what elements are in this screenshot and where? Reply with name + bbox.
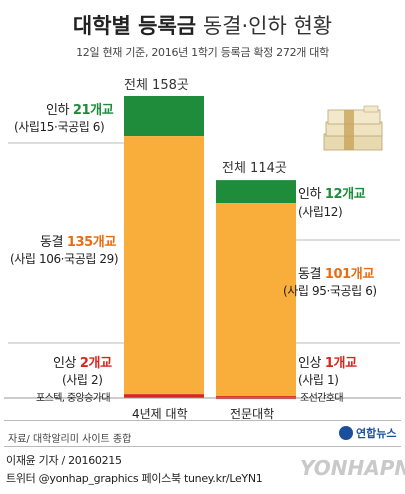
yonhap-logo: 연합뉴스 (339, 426, 396, 440)
college-raise-names: 조선간호대 (300, 393, 344, 404)
univ-raise-value: 2개교 (79, 356, 112, 371)
college-inha-sub: (사립12) (298, 205, 343, 219)
social-links: 트위터 @yonhap_graphics 페이스북 tuney.kr/LeYN1 (6, 472, 263, 485)
college-freeze-value: 101개교 (324, 267, 374, 282)
college-freeze-sub: (사립 95·국공립 6) (283, 284, 377, 298)
univ-raise-pre: 인상 (53, 356, 77, 371)
college-raise-label: 인상 1개교 (298, 352, 357, 371)
watermark: YONHAPNEWS (300, 456, 405, 480)
college-category-label: 전문대학 (230, 407, 275, 421)
college-raise-sub: (사립 1) (298, 373, 339, 387)
univ-bar-raise (124, 394, 204, 398)
source-note: 자료/ 대학알리미 사이트 종합 (8, 434, 132, 445)
univ-raise-names: 포스텍, 중앙승가대 (36, 393, 111, 404)
chart-title: 대학별 등록금 동결·인하 현황 (0, 10, 405, 40)
college-raise-pre: 인상 (298, 356, 322, 371)
univ-freeze-pre: 동결 (40, 235, 64, 250)
college-bar-inha (216, 180, 296, 204)
title-bold: 대학별 등록금 (72, 14, 197, 38)
college-raise-value: 1개교 (324, 356, 357, 371)
univ-bar-inha (124, 96, 204, 137)
title-rest: 동결·인하 현황 (202, 14, 333, 38)
univ-freeze-value: 135개교 (66, 235, 116, 250)
college-inha-pre: 인하 (298, 187, 322, 202)
college-inha-value: 12개교 (324, 187, 366, 202)
univ-inha-sub: (사립15·국공립 6) (14, 120, 105, 134)
college-bar-freeze (216, 203, 296, 397)
univ-raise-label: 인상 2개교 (53, 352, 112, 371)
money-icon (323, 105, 383, 151)
byline: 이재윤 기자 / 20160215 (6, 454, 122, 467)
chart-subtitle: 12일 현재 기준, 2016년 1학기 등록금 확정 272개 대학 (76, 46, 329, 59)
divider-line (4, 420, 401, 421)
univ-inha-value: 21개교 (72, 103, 114, 118)
univ-freeze-sub: (사립 106·국공립 29) (10, 252, 119, 266)
divider-line-2 (4, 446, 401, 447)
college-total-label: 전체 114곳 (222, 161, 287, 176)
univ-category-label: 4년제 대학 (132, 407, 188, 421)
univ-bar-freeze (124, 136, 204, 395)
univ-total-label: 전체 158곳 (124, 78, 189, 93)
univ-raise-sub: (사립 2) (62, 373, 103, 387)
univ-inha-pre: 인하 (46, 103, 70, 118)
univ-freeze-label: 동결 135개교 (40, 231, 116, 250)
college-inha-label: 인하 12개교 (298, 183, 366, 202)
univ-inha-label: 인하 21개교 (46, 99, 114, 118)
college-freeze-pre: 동결 (298, 267, 322, 282)
logo-text: 연합뉴스 (356, 426, 396, 440)
college-freeze-label: 동결 101개교 (298, 263, 374, 282)
